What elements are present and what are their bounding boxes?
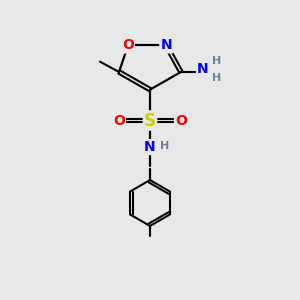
- Text: H: H: [160, 141, 169, 151]
- Text: N: N: [197, 62, 209, 76]
- Text: O: O: [113, 114, 125, 128]
- Text: O: O: [122, 38, 134, 52]
- Text: O: O: [175, 114, 187, 128]
- Text: N: N: [160, 38, 172, 52]
- Text: S: S: [144, 112, 156, 130]
- Text: H: H: [212, 74, 221, 83]
- Text: N: N: [144, 140, 156, 154]
- Text: H: H: [212, 56, 221, 66]
